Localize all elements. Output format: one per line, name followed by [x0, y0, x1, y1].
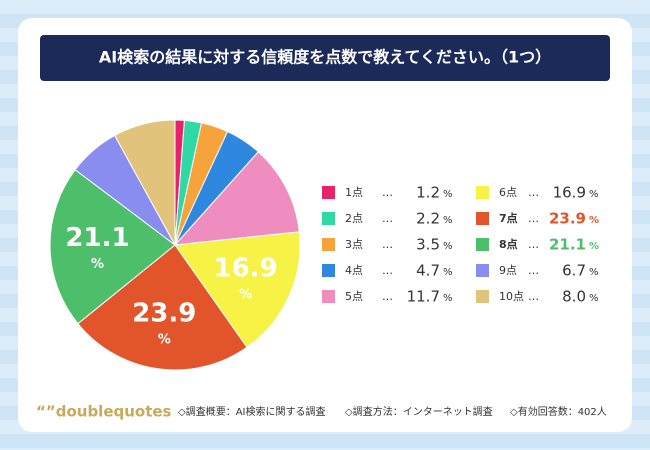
pie-slice — [49, 169, 176, 325]
chart-title: AI検索の結果に対する信頼度を点数で教えてください。（1つ） — [99, 48, 551, 67]
legend-separator: … — [382, 290, 393, 303]
legend-swatch — [476, 212, 489, 225]
slice-unit-label: % — [91, 257, 104, 272]
legend-label: 9点 — [499, 264, 517, 277]
pie-slice — [174, 231, 301, 348]
legend-label: 7点 — [499, 211, 518, 225]
legend-swatch — [322, 186, 335, 199]
legend-value: 21.1 — [549, 236, 586, 254]
legend-label: 2点 — [345, 212, 363, 225]
legend-value: 3.5 — [416, 236, 440, 254]
legend-separator: … — [528, 238, 539, 251]
legend-value: 8.0 — [562, 288, 586, 306]
legend-separator: … — [382, 186, 393, 199]
survey-note: ◇調査概要：AI検索に関する調査 — [178, 405, 325, 418]
legend-separator: … — [382, 238, 393, 251]
legend-label: 10点 — [499, 290, 524, 303]
survey-note: ◇有効回答数：402人 — [510, 405, 607, 418]
legend-value: 23.9 — [549, 210, 586, 228]
legend-unit: % — [443, 293, 453, 304]
title-banner — [40, 35, 610, 81]
pie-slice — [173, 151, 300, 246]
legend-unit: % — [443, 189, 453, 200]
legend-separator: … — [528, 264, 539, 277]
legend-unit: % — [443, 267, 453, 278]
legend-separator: … — [528, 186, 539, 199]
legend-separator: … — [528, 212, 539, 225]
legend-separator: … — [528, 290, 539, 303]
legend-swatch — [476, 290, 489, 303]
slice-value-label: 23.9 — [132, 298, 196, 328]
slice-unit-label: % — [158, 332, 171, 347]
legend-label: 5点 — [345, 290, 363, 303]
legend-unit: % — [443, 241, 453, 252]
legend-swatch — [322, 264, 335, 277]
survey-note: ◇調査方法：インターネット調査 — [345, 405, 493, 418]
legend-label: 3点 — [345, 238, 363, 251]
legend-swatch — [476, 186, 489, 199]
legend-label: 6点 — [499, 186, 517, 199]
legend-value: 1.2 — [416, 184, 440, 202]
legend-swatch — [476, 264, 489, 277]
legend-unit: % — [589, 189, 599, 200]
legend-label: 1点 — [345, 186, 363, 199]
brand: “”doublequotes — [36, 403, 172, 421]
legend-unit: % — [589, 215, 599, 226]
pie-slice — [77, 244, 248, 371]
legend-value: 6.7 — [562, 262, 586, 280]
legend-value: 16.9 — [553, 184, 586, 202]
legend-separator: … — [382, 212, 393, 225]
legend-swatch — [322, 238, 335, 251]
slice-value-label: 21.1 — [65, 223, 129, 253]
legend-unit: % — [589, 293, 599, 304]
legend-swatch — [322, 290, 335, 303]
legend-value: 4.7 — [416, 262, 440, 280]
legend-unit: % — [589, 241, 599, 252]
pie-slice — [114, 119, 176, 246]
legend-separator: … — [382, 264, 393, 277]
legend-unit: % — [443, 215, 453, 226]
legend-value: 11.7 — [407, 288, 440, 306]
legend-label: 4点 — [345, 264, 363, 277]
legend-swatch — [322, 212, 335, 225]
legend-label: 8点 — [499, 237, 518, 251]
legend-swatch — [476, 238, 489, 251]
slice-unit-label: % — [239, 288, 252, 303]
slice-value-label: 16.9 — [213, 254, 277, 284]
legend-value: 2.2 — [416, 210, 440, 228]
legend-unit: % — [589, 267, 599, 278]
